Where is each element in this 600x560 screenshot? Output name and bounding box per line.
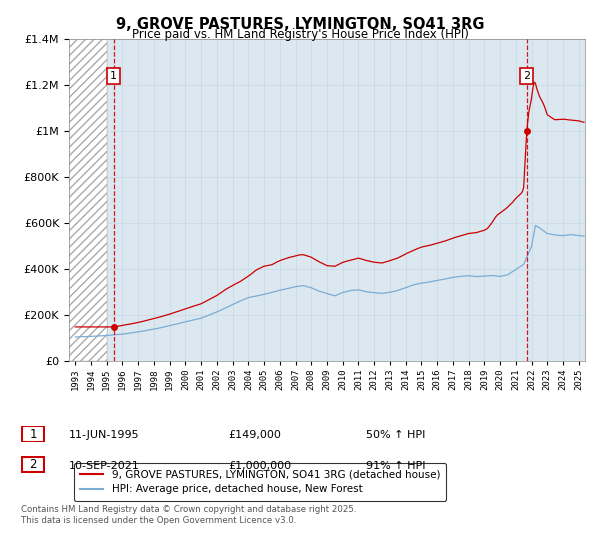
Text: Contains HM Land Registry data © Crown copyright and database right 2025.
This d: Contains HM Land Registry data © Crown c… [21, 505, 356, 525]
FancyBboxPatch shape [22, 457, 44, 473]
Text: 11-JUN-1995: 11-JUN-1995 [69, 430, 140, 440]
Text: 2: 2 [29, 458, 37, 472]
Text: 1: 1 [29, 427, 37, 441]
FancyBboxPatch shape [22, 427, 44, 441]
Bar [69, 39, 107, 361]
Legend: 9, GROVE PASTURES, LYMINGTON, SO41 3RG (detached house), HPI: Average price, det: 9, GROVE PASTURES, LYMINGTON, SO41 3RG (… [74, 463, 446, 501]
Text: 91% ↑ HPI: 91% ↑ HPI [366, 461, 425, 471]
Text: Price paid vs. HM Land Registry's House Price Index (HPI): Price paid vs. HM Land Registry's House … [131, 28, 469, 41]
Text: £1,000,000: £1,000,000 [228, 461, 291, 471]
Text: 2: 2 [523, 71, 530, 81]
Text: 10-SEP-2021: 10-SEP-2021 [69, 461, 140, 471]
Text: £149,000: £149,000 [228, 430, 281, 440]
Text: 9, GROVE PASTURES, LYMINGTON, SO41 3RG: 9, GROVE PASTURES, LYMINGTON, SO41 3RG [116, 17, 484, 32]
Text: 50% ↑ HPI: 50% ↑ HPI [366, 430, 425, 440]
Text: 1: 1 [110, 71, 117, 81]
